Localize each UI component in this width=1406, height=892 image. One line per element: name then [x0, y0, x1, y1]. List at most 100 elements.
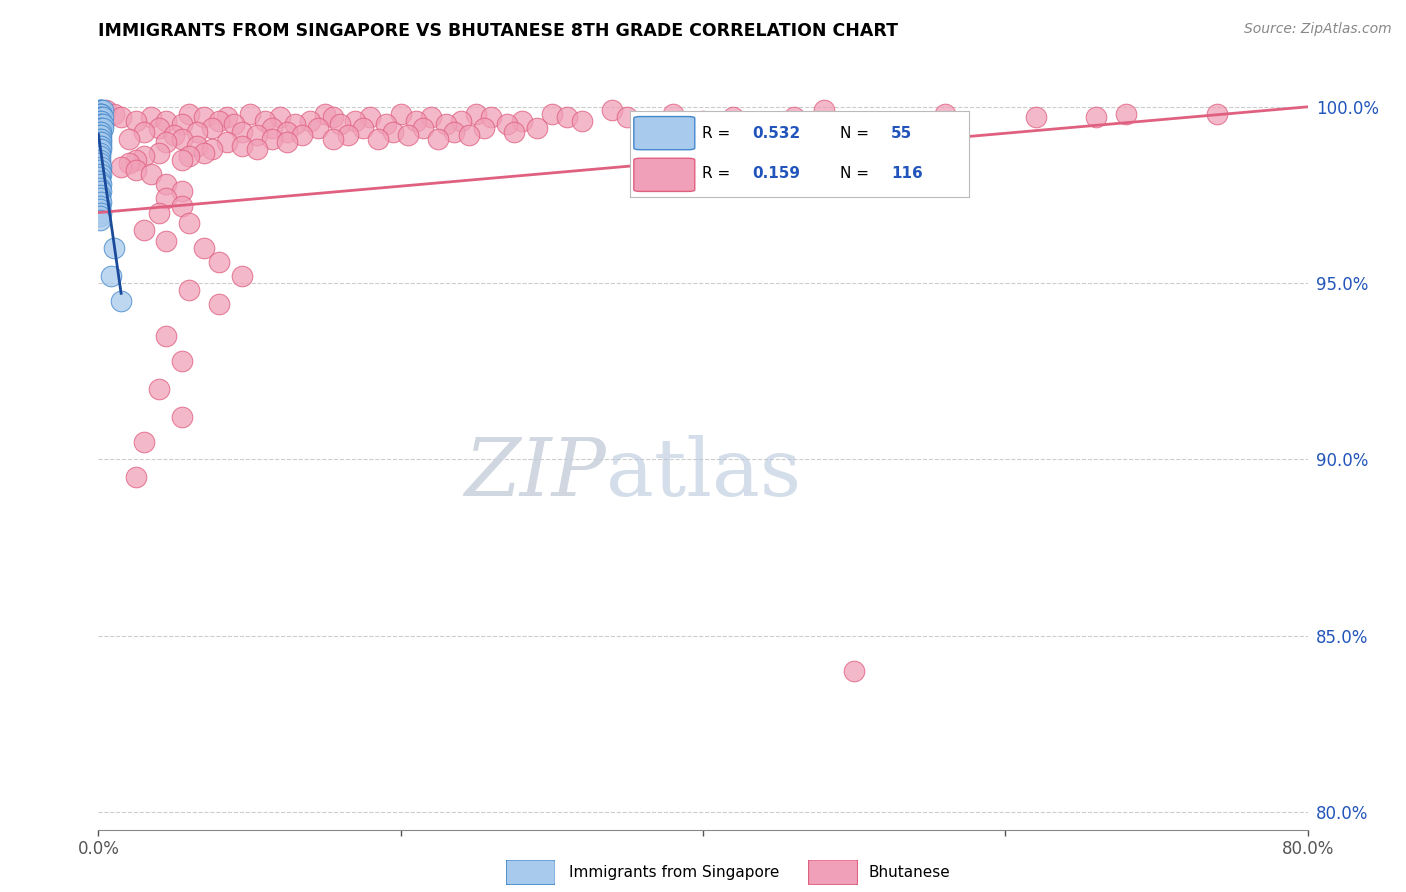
Point	[155, 178, 177, 192]
Point	[89, 131, 111, 145]
Point	[125, 114, 148, 128]
Point	[602, 103, 624, 118]
Point	[540, 107, 562, 121]
Point	[110, 111, 132, 125]
Point	[141, 167, 163, 181]
Point	[179, 107, 201, 121]
Point	[155, 329, 177, 343]
Point	[90, 128, 112, 142]
Point	[405, 114, 427, 128]
Point	[90, 103, 112, 118]
Point	[148, 382, 170, 396]
Point	[170, 353, 193, 368]
Point	[783, 111, 806, 125]
Point	[291, 128, 314, 142]
Point	[934, 107, 956, 121]
Point	[336, 128, 359, 142]
Point	[90, 194, 112, 209]
Point	[276, 135, 298, 149]
Point	[208, 297, 231, 311]
Point	[1115, 107, 1137, 121]
Point	[89, 156, 111, 170]
Point	[89, 107, 111, 121]
Point	[110, 160, 132, 174]
Point	[148, 205, 170, 219]
Point	[94, 103, 117, 118]
Point	[314, 107, 336, 121]
Point	[322, 111, 344, 125]
Point	[91, 111, 114, 125]
Point	[443, 124, 465, 138]
Point	[224, 118, 246, 132]
Point	[179, 283, 201, 297]
Text: atlas: atlas	[606, 435, 801, 513]
Point	[90, 111, 112, 125]
Point	[89, 145, 111, 160]
Point	[246, 128, 269, 142]
Point	[510, 114, 533, 128]
Point	[89, 149, 111, 163]
Point	[396, 128, 419, 142]
Point	[155, 135, 177, 149]
Point	[89, 124, 111, 138]
FancyBboxPatch shape	[634, 158, 695, 192]
Point	[374, 118, 396, 132]
Point	[170, 185, 193, 199]
Point	[170, 198, 193, 212]
Point	[89, 135, 111, 149]
Point	[90, 107, 112, 121]
Point	[118, 131, 141, 145]
Point	[90, 114, 112, 128]
Text: R =: R =	[702, 126, 730, 141]
Point	[90, 138, 112, 153]
Point	[125, 153, 148, 167]
Point	[352, 120, 374, 135]
Point	[420, 111, 443, 125]
Point	[90, 135, 112, 149]
Point	[132, 124, 155, 138]
Point	[692, 114, 714, 128]
Point	[90, 124, 112, 138]
Point	[91, 118, 114, 132]
Point	[382, 124, 405, 138]
Point	[100, 268, 122, 283]
Point	[555, 111, 578, 125]
Point	[103, 241, 125, 255]
Point	[367, 131, 389, 145]
Point	[231, 124, 253, 138]
Point	[360, 111, 382, 125]
Point	[89, 142, 111, 156]
Point	[450, 114, 472, 128]
Point	[163, 128, 186, 142]
Point	[844, 118, 866, 132]
Text: Immigrants from Singapore: Immigrants from Singapore	[569, 865, 780, 880]
Point	[155, 192, 177, 206]
Point	[1024, 111, 1046, 125]
Point	[90, 167, 112, 181]
Point	[299, 114, 322, 128]
Point	[262, 131, 284, 145]
Point	[89, 138, 111, 153]
Point	[457, 128, 479, 142]
Point	[472, 120, 495, 135]
Point	[427, 131, 450, 145]
Text: N =: N =	[841, 167, 869, 181]
Point	[208, 255, 231, 269]
Text: IMMIGRANTS FROM SINGAPORE VS BHUTANESE 8TH GRADE CORRELATION CHART: IMMIGRANTS FROM SINGAPORE VS BHUTANESE 8…	[98, 22, 898, 40]
Point	[412, 120, 434, 135]
FancyBboxPatch shape	[506, 860, 555, 885]
Text: N =: N =	[841, 126, 869, 141]
Point	[89, 107, 111, 121]
Point	[495, 118, 517, 132]
Point	[844, 664, 866, 678]
Point	[89, 128, 111, 142]
Point	[434, 118, 457, 132]
Point	[155, 234, 177, 248]
Point	[481, 111, 503, 125]
Point	[284, 118, 307, 132]
Text: 0.159: 0.159	[752, 167, 800, 181]
Point	[253, 114, 276, 128]
Point	[89, 103, 111, 118]
Point	[125, 163, 148, 178]
Point	[631, 118, 654, 132]
